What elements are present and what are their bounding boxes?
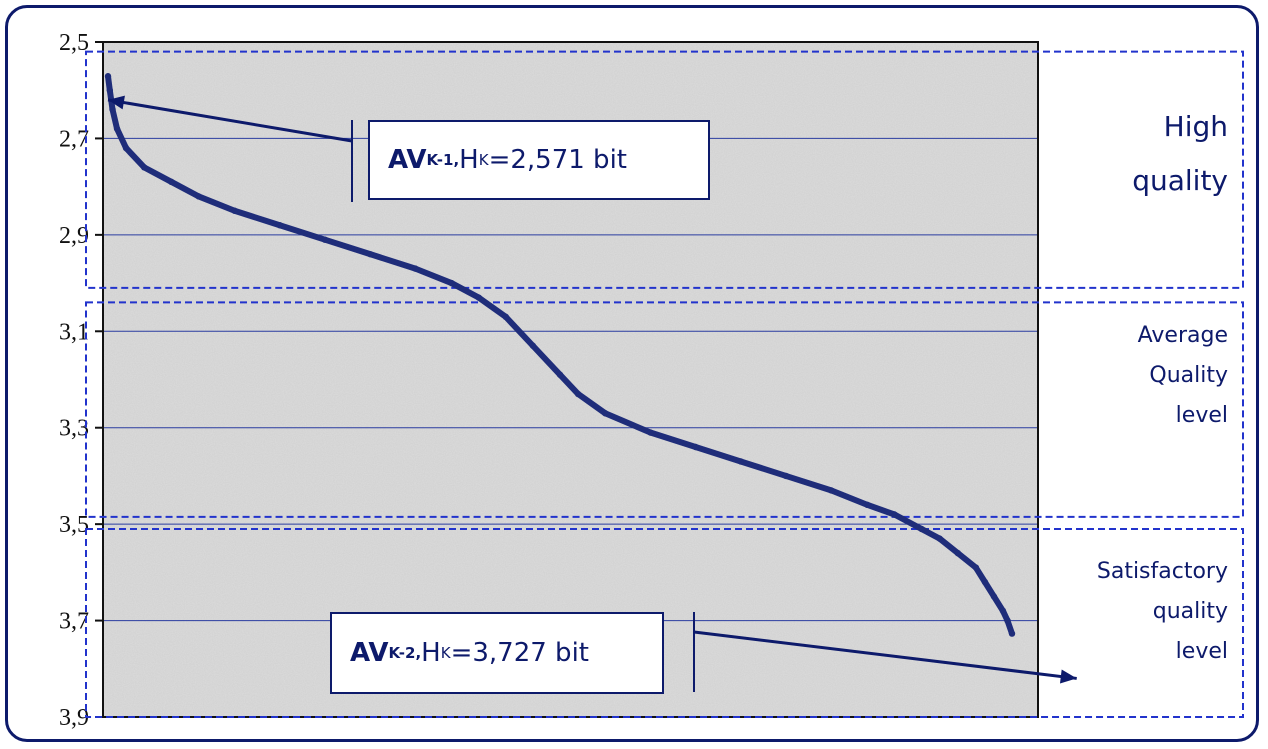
quality-zones <box>85 50 1244 719</box>
data-point <box>168 178 175 186</box>
data-point <box>1008 630 1016 637</box>
data-point <box>475 294 482 301</box>
data-point <box>113 125 121 132</box>
data-point <box>366 250 374 258</box>
zone-label-line: level <box>1175 639 1228 664</box>
data-point <box>891 511 898 518</box>
arrow-head <box>108 95 125 110</box>
callout-k1-text: H <box>459 145 479 175</box>
data-point <box>412 265 419 272</box>
zone-label-line: Average <box>1137 323 1228 348</box>
zone-label-line: High <box>1163 110 1228 143</box>
zone-label-line: quality <box>1152 599 1228 624</box>
callout-k1: AV K-1, H K =2,571 bit <box>368 120 710 200</box>
data-series <box>104 73 1016 637</box>
data-point <box>692 443 699 451</box>
callout-k2-bold-sub: K-2, <box>388 644 422 662</box>
zone-label: Satisfactory quality level <box>1097 552 1228 672</box>
zone-label: Average Quality level <box>1138 316 1228 436</box>
y-tick-label: 2,7 <box>59 126 89 152</box>
annotation-arrows <box>107 95 1077 692</box>
y-tick-label: 3,9 <box>59 705 89 731</box>
callout-k1-sub: K <box>478 151 489 169</box>
arrow-line <box>693 630 1077 680</box>
y-tick-label: 3,1 <box>59 319 89 345</box>
data-point <box>954 549 961 557</box>
data-point <box>321 236 329 243</box>
data-point <box>782 472 790 480</box>
data-point <box>1004 617 1011 624</box>
data-point <box>106 87 114 94</box>
callout-k2-bold: AV <box>350 638 389 668</box>
y-tick-label: 3,3 <box>59 416 89 442</box>
quality-zone-box <box>85 301 1244 518</box>
zone-label-line: quality <box>1132 164 1228 197</box>
data-point <box>981 578 989 586</box>
zone-label: High quality <box>1132 100 1228 208</box>
data-point <box>502 313 509 321</box>
data-point <box>109 106 116 113</box>
data-point <box>737 458 744 465</box>
y-tick-label: 2,9 <box>59 223 89 249</box>
zone-label-line: level <box>1175 403 1228 428</box>
data-point <box>647 429 654 436</box>
data-point <box>972 564 980 571</box>
data-point <box>140 164 148 171</box>
quality-zone-box <box>85 527 1244 719</box>
data-point <box>602 410 609 417</box>
data-point <box>231 207 238 214</box>
data-point <box>990 593 998 600</box>
data-point <box>936 535 943 542</box>
data-point <box>864 501 871 509</box>
data-point <box>529 342 537 349</box>
data-point <box>574 390 582 398</box>
callout-k2-rest: =3,727 bit <box>450 638 589 668</box>
data-point <box>918 525 925 533</box>
data-point <box>195 193 202 200</box>
quality-zone-box <box>85 50 1244 289</box>
y-tick-label: 2,5 <box>59 30 89 56</box>
data-point <box>122 144 130 152</box>
arrow-line <box>107 98 353 143</box>
callout-k1-bold: AV <box>388 145 427 175</box>
data-point <box>448 279 455 287</box>
y-axis-ticks: 2,5 2,7 2,9 3,1 3,3 3,5 3,7 3,9 <box>59 30 103 731</box>
callout-k2-text: H <box>421 638 441 668</box>
y-tick-label: 3,5 <box>59 512 89 538</box>
data-point <box>828 487 835 494</box>
callout-k1-bold-sub: K-1, <box>426 151 460 169</box>
zone-label-line: Satisfactory <box>1096 559 1228 584</box>
arrow-head <box>1059 669 1077 684</box>
data-point <box>999 607 1007 615</box>
callout-k1-rest: =2,571 bit <box>488 145 627 175</box>
gridlines <box>103 137 1038 622</box>
callout-k2: AV K-2, H K =3,727 bit <box>330 612 664 694</box>
data-point <box>276 222 283 229</box>
y-tick-label: 3,7 <box>59 609 89 635</box>
zone-label-line: Quality <box>1149 363 1228 388</box>
data-point <box>556 371 564 378</box>
data-point <box>104 73 112 80</box>
callout-k2-sub: K <box>440 644 451 662</box>
series-line <box>105 73 1015 637</box>
